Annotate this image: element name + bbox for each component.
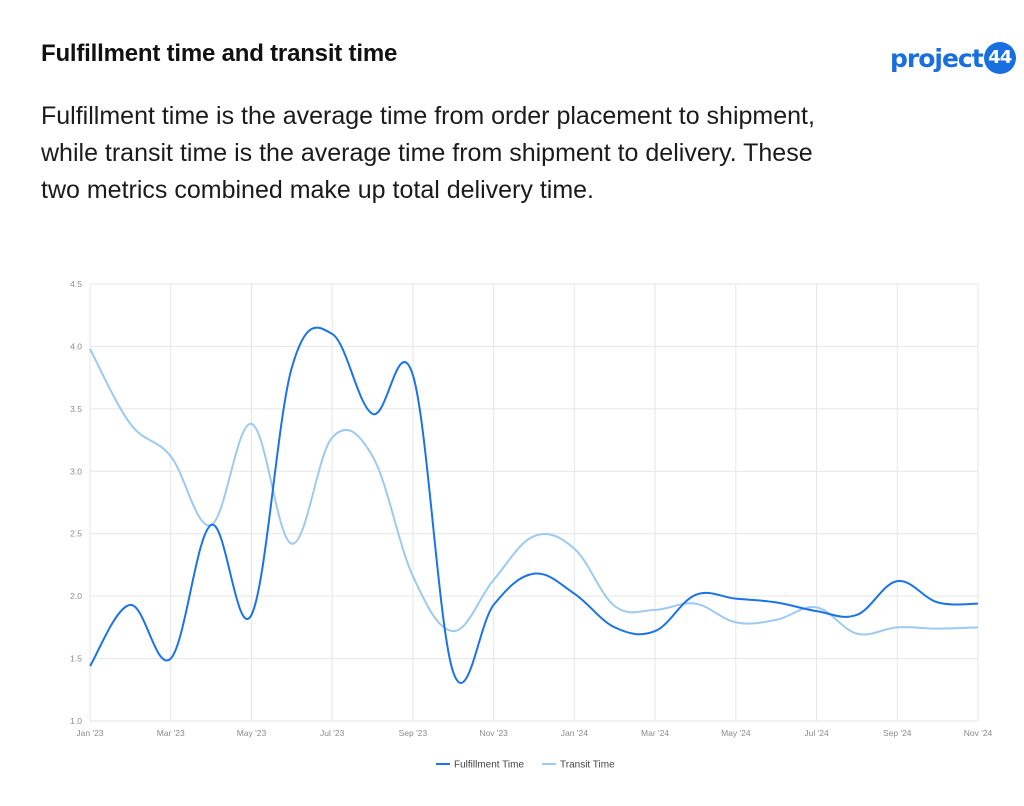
legend: Fulfillment Time Transit Time [436,760,615,771]
y-tick-label: 1.5 [70,654,82,664]
x-tick-label: Jan '24 [561,728,588,738]
logo-badge: 44 [983,42,1016,74]
fulfillment-time-line [89,326,979,684]
y-axis-ticks: 1.0 1.5 2.0 2.5 3.0 3.5 4.0 4.5 [70,279,82,726]
y-tick-label: 3.0 [70,466,82,476]
x-tick-label: Jan '23 [76,728,103,738]
x-tick-label: May '24 [721,728,751,738]
x-tick-label: Mar '24 [641,728,669,738]
brand-logo: project 44 [890,38,1016,78]
x-tick-label: Jul '24 [804,728,829,738]
y-tick-label: 1.0 [70,716,82,726]
y-tick-label: 4.0 [70,341,82,351]
x-tick-label: May '23 [237,728,267,738]
y-tick-label: 4.5 [70,279,82,289]
x-tick-label: Nov '23 [479,728,508,738]
x-tick-label: Mar '23 [157,728,185,738]
x-tick-label: Sep '23 [399,728,428,738]
chart-subtitle: Fulfillment time is the average time fro… [41,102,815,204]
legend-fulfillment-label: Fulfillment Time [454,760,524,771]
y-tick-label: 2.0 [70,591,82,601]
logo-text: project [890,43,984,73]
x-tick-label: Jul '23 [320,728,345,738]
y-tick-label: 3.5 [70,404,82,414]
series-lines [89,326,979,684]
x-tick-label: Sep '24 [883,728,912,738]
x-tick-label: Nov '24 [964,728,993,738]
legend-transit-label: Transit Time [560,760,615,771]
y-tick-label: 2.5 [70,529,82,539]
transit-time-line [89,348,979,636]
grid-lines [89,283,979,722]
x-axis-ticks: Jan '23 Mar '23 May '23 Jul '23 Sep '23 Nov '… [76,728,992,738]
chart-title: Fulfillment time and transit time [41,40,398,67]
